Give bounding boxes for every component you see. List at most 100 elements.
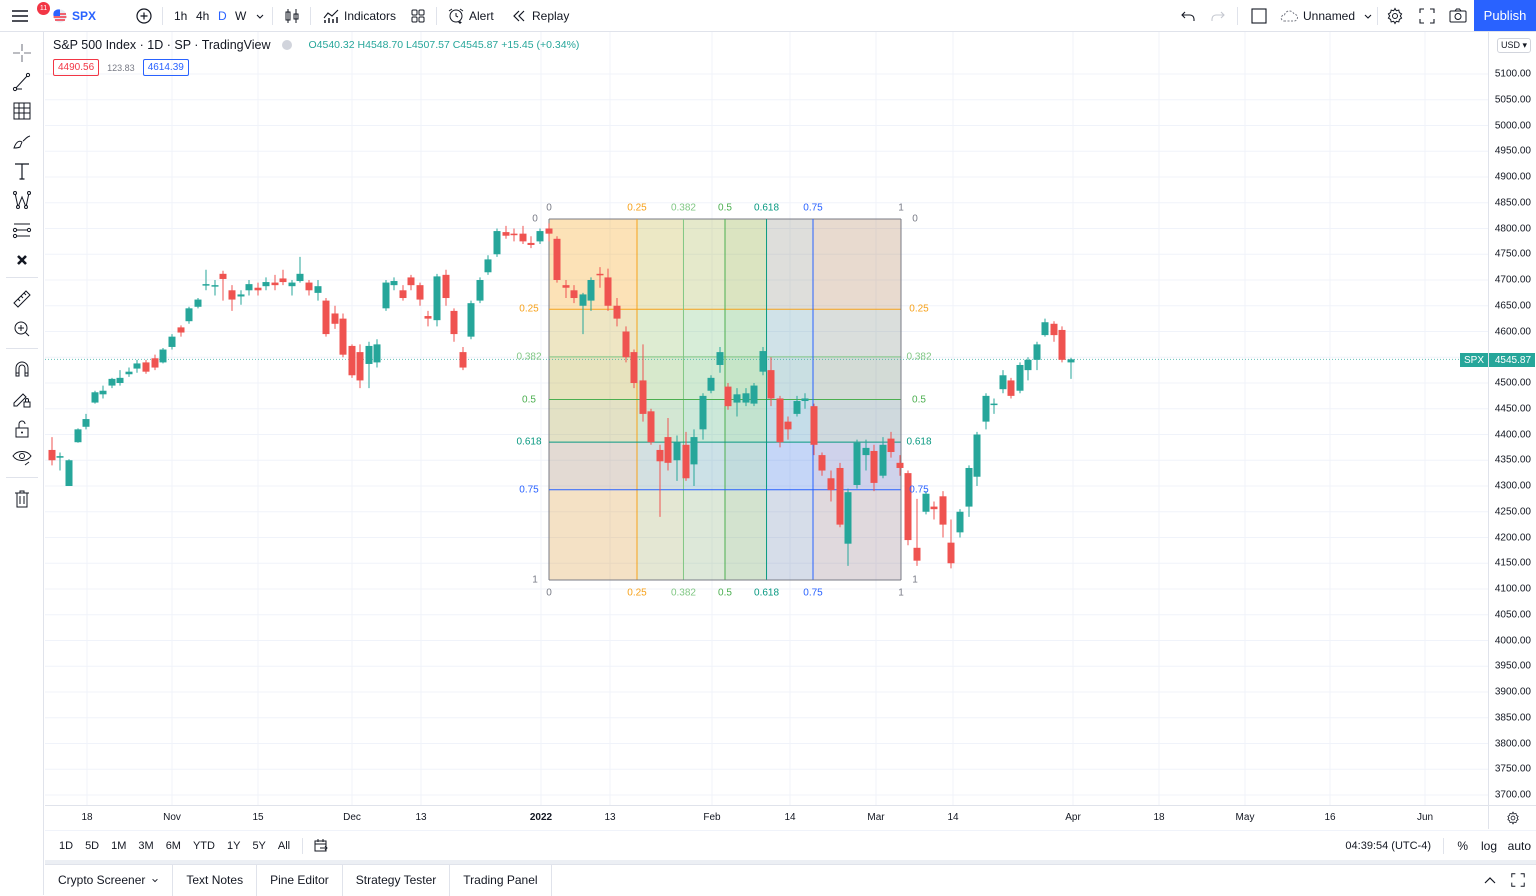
- time-tick-label: 18: [81, 812, 93, 823]
- time-tick-label: 13: [604, 812, 616, 823]
- fib-level-label: 0.25: [909, 303, 929, 315]
- axis-settings-button[interactable]: [1488, 805, 1536, 829]
- remove-drawings-tool[interactable]: [9, 247, 35, 273]
- price-tick-label: 4300.00: [1494, 480, 1531, 492]
- price-axis[interactable]: 5100.00 5050.00 5000.00 4950.00 4900.00 4850.…: [1488, 32, 1536, 805]
- time-tick-label: May: [1235, 812, 1255, 823]
- tab-strategy-tester[interactable]: Strategy Tester: [343, 864, 451, 896]
- indicators-icon: [323, 9, 339, 23]
- price-tick-label: 4050.00: [1494, 609, 1531, 621]
- chart-type-button[interactable]: [283, 0, 301, 32]
- alert-button[interactable]: Alert: [447, 0, 494, 32]
- range-button-5d[interactable]: 5D: [85, 839, 100, 852]
- layouts-button[interactable]: [410, 0, 426, 32]
- redo-button[interactable]: [1210, 0, 1226, 32]
- interval-4h[interactable]: 4h: [196, 0, 209, 32]
- crosshair-tool[interactable]: [9, 40, 35, 66]
- price-tick-label: 4100.00: [1494, 583, 1531, 595]
- tab-crypto-screener[interactable]: Crypto Screener: [45, 864, 174, 896]
- publish-button[interactable]: Publish: [1474, 0, 1536, 31]
- alert-label: Alert: [469, 9, 494, 23]
- fib-level-label: 0.75: [519, 484, 539, 496]
- price-tick-label: 4650.00: [1494, 300, 1531, 312]
- tab-text-notes[interactable]: Text Notes: [173, 864, 258, 896]
- divider: [436, 7, 437, 25]
- remove-objects-tool[interactable]: [9, 486, 35, 512]
- fib-level-label: 0.382: [516, 351, 542, 363]
- price-tick-label: 3700.00: [1494, 789, 1531, 801]
- tab-trading-panel[interactable]: Trading Panel: [450, 864, 552, 896]
- range-button-1d[interactable]: 1D: [59, 839, 74, 852]
- low-value: L4507.57: [406, 39, 450, 51]
- fib-level-label: 0.382: [670, 587, 696, 599]
- multi-chart-button[interactable]: [1250, 0, 1268, 32]
- compare-symbol-button[interactable]: [135, 0, 153, 32]
- chart-pane[interactable]: 0 0 0 0 0.25 0.25 0.25 0.25 0.382 0.382 0.382 0.382…: [45, 32, 1488, 805]
- zoom-in-tool[interactable]: [9, 316, 35, 342]
- interval-1h[interactable]: 1h: [174, 0, 187, 32]
- pattern-icon: [13, 191, 31, 209]
- symbol-search-button[interactable]: SPX: [53, 0, 96, 32]
- interval-dropdown[interactable]: [255, 0, 265, 32]
- range-button-5y[interactable]: 5Y: [252, 839, 266, 852]
- fib-level-label: 1: [898, 202, 904, 214]
- snapshot-button[interactable]: [1448, 0, 1468, 32]
- replay-button[interactable]: Replay: [512, 0, 569, 32]
- undo-button[interactable]: [1180, 0, 1196, 32]
- ohlc-values: O4540.32 H4548.70 L4507.57 C4545.87 +15.…: [308, 39, 579, 51]
- chevron-down-icon: [152, 878, 159, 883]
- auto-toggle[interactable]: auto: [1507, 838, 1531, 853]
- symbol-title: S&P 500 Index · 1D · SP · TradingView: [53, 38, 271, 52]
- fullscreen-button[interactable]: [1418, 0, 1436, 32]
- prediction-tool[interactable]: [9, 217, 35, 243]
- pattern-tool[interactable]: [9, 187, 35, 213]
- price-tick-label: 3950.00: [1494, 660, 1531, 672]
- fib-grid-tool[interactable]: [9, 98, 35, 124]
- indicators-button[interactable]: Indicators: [322, 0, 396, 32]
- interval-w[interactable]: W: [235, 0, 246, 32]
- range-button-3m[interactable]: 3M: [138, 839, 154, 852]
- fib-level-label: 0: [546, 587, 552, 599]
- layout-name-button[interactable]: Unnamed: [1279, 0, 1373, 32]
- hide-drawings-tool[interactable]: [9, 444, 35, 470]
- interval-label: 4h: [196, 9, 210, 23]
- drawing-toolbar: [0, 32, 44, 895]
- brush-tool[interactable]: [9, 128, 35, 154]
- lock-all-tool[interactable]: [9, 416, 35, 442]
- range-button-all[interactable]: All: [277, 839, 291, 852]
- text-tool[interactable]: [9, 158, 35, 184]
- divider: [6, 477, 38, 478]
- lock-drawing-tool[interactable]: [9, 386, 35, 412]
- log-toggle[interactable]: log: [1480, 838, 1497, 853]
- range-button-1y[interactable]: 1Y: [226, 839, 241, 852]
- buy-button[interactable]: 4614.39: [142, 59, 189, 76]
- goto-date-icon[interactable]: [313, 838, 329, 854]
- collapse-panel-button[interactable]: [1482, 873, 1498, 887]
- sell-button[interactable]: 4490.56: [53, 59, 100, 76]
- maximize-panel-button[interactable]: [1510, 872, 1526, 888]
- chevron-down-icon: [1364, 14, 1372, 19]
- us-flag-icon: [53, 9, 67, 23]
- interval-d[interactable]: D: [218, 0, 227, 32]
- clock-label[interactable]: 04:39:54 (UTC-4): [1345, 839, 1431, 852]
- panel-resize-handle[interactable]: [45, 860, 1536, 864]
- trend-line-tool[interactable]: [9, 69, 35, 95]
- range-button-6m[interactable]: 6M: [165, 839, 181, 852]
- tab-pine-editor[interactable]: Pine Editor: [257, 864, 343, 896]
- menu-button[interactable]: 11: [10, 0, 50, 32]
- magnet-tool[interactable]: [9, 356, 35, 382]
- currency-selector[interactable]: USD ▾: [1497, 38, 1532, 53]
- spread-value: 123.83: [107, 62, 135, 73]
- divider: [6, 348, 38, 349]
- candlestick-chart[interactable]: [45, 32, 1488, 805]
- percent-toggle[interactable]: %: [1457, 838, 1468, 853]
- measure-tool[interactable]: [9, 286, 35, 312]
- magnet-icon: [15, 361, 29, 377]
- time-axis[interactable]: 18 Nov 15 Dec 13 2022 13 Feb 14 Mar 14 Apr 18 May 16 Ju…: [45, 805, 1488, 829]
- settings-button[interactable]: [1386, 0, 1404, 32]
- fib-level-label: 0.75: [803, 202, 823, 214]
- time-tick-label: 16: [1324, 812, 1336, 823]
- range-button-1m[interactable]: 1M: [111, 839, 127, 852]
- range-button-ytd[interactable]: YTD: [192, 839, 215, 852]
- chevron-up-icon: [1484, 877, 1496, 884]
